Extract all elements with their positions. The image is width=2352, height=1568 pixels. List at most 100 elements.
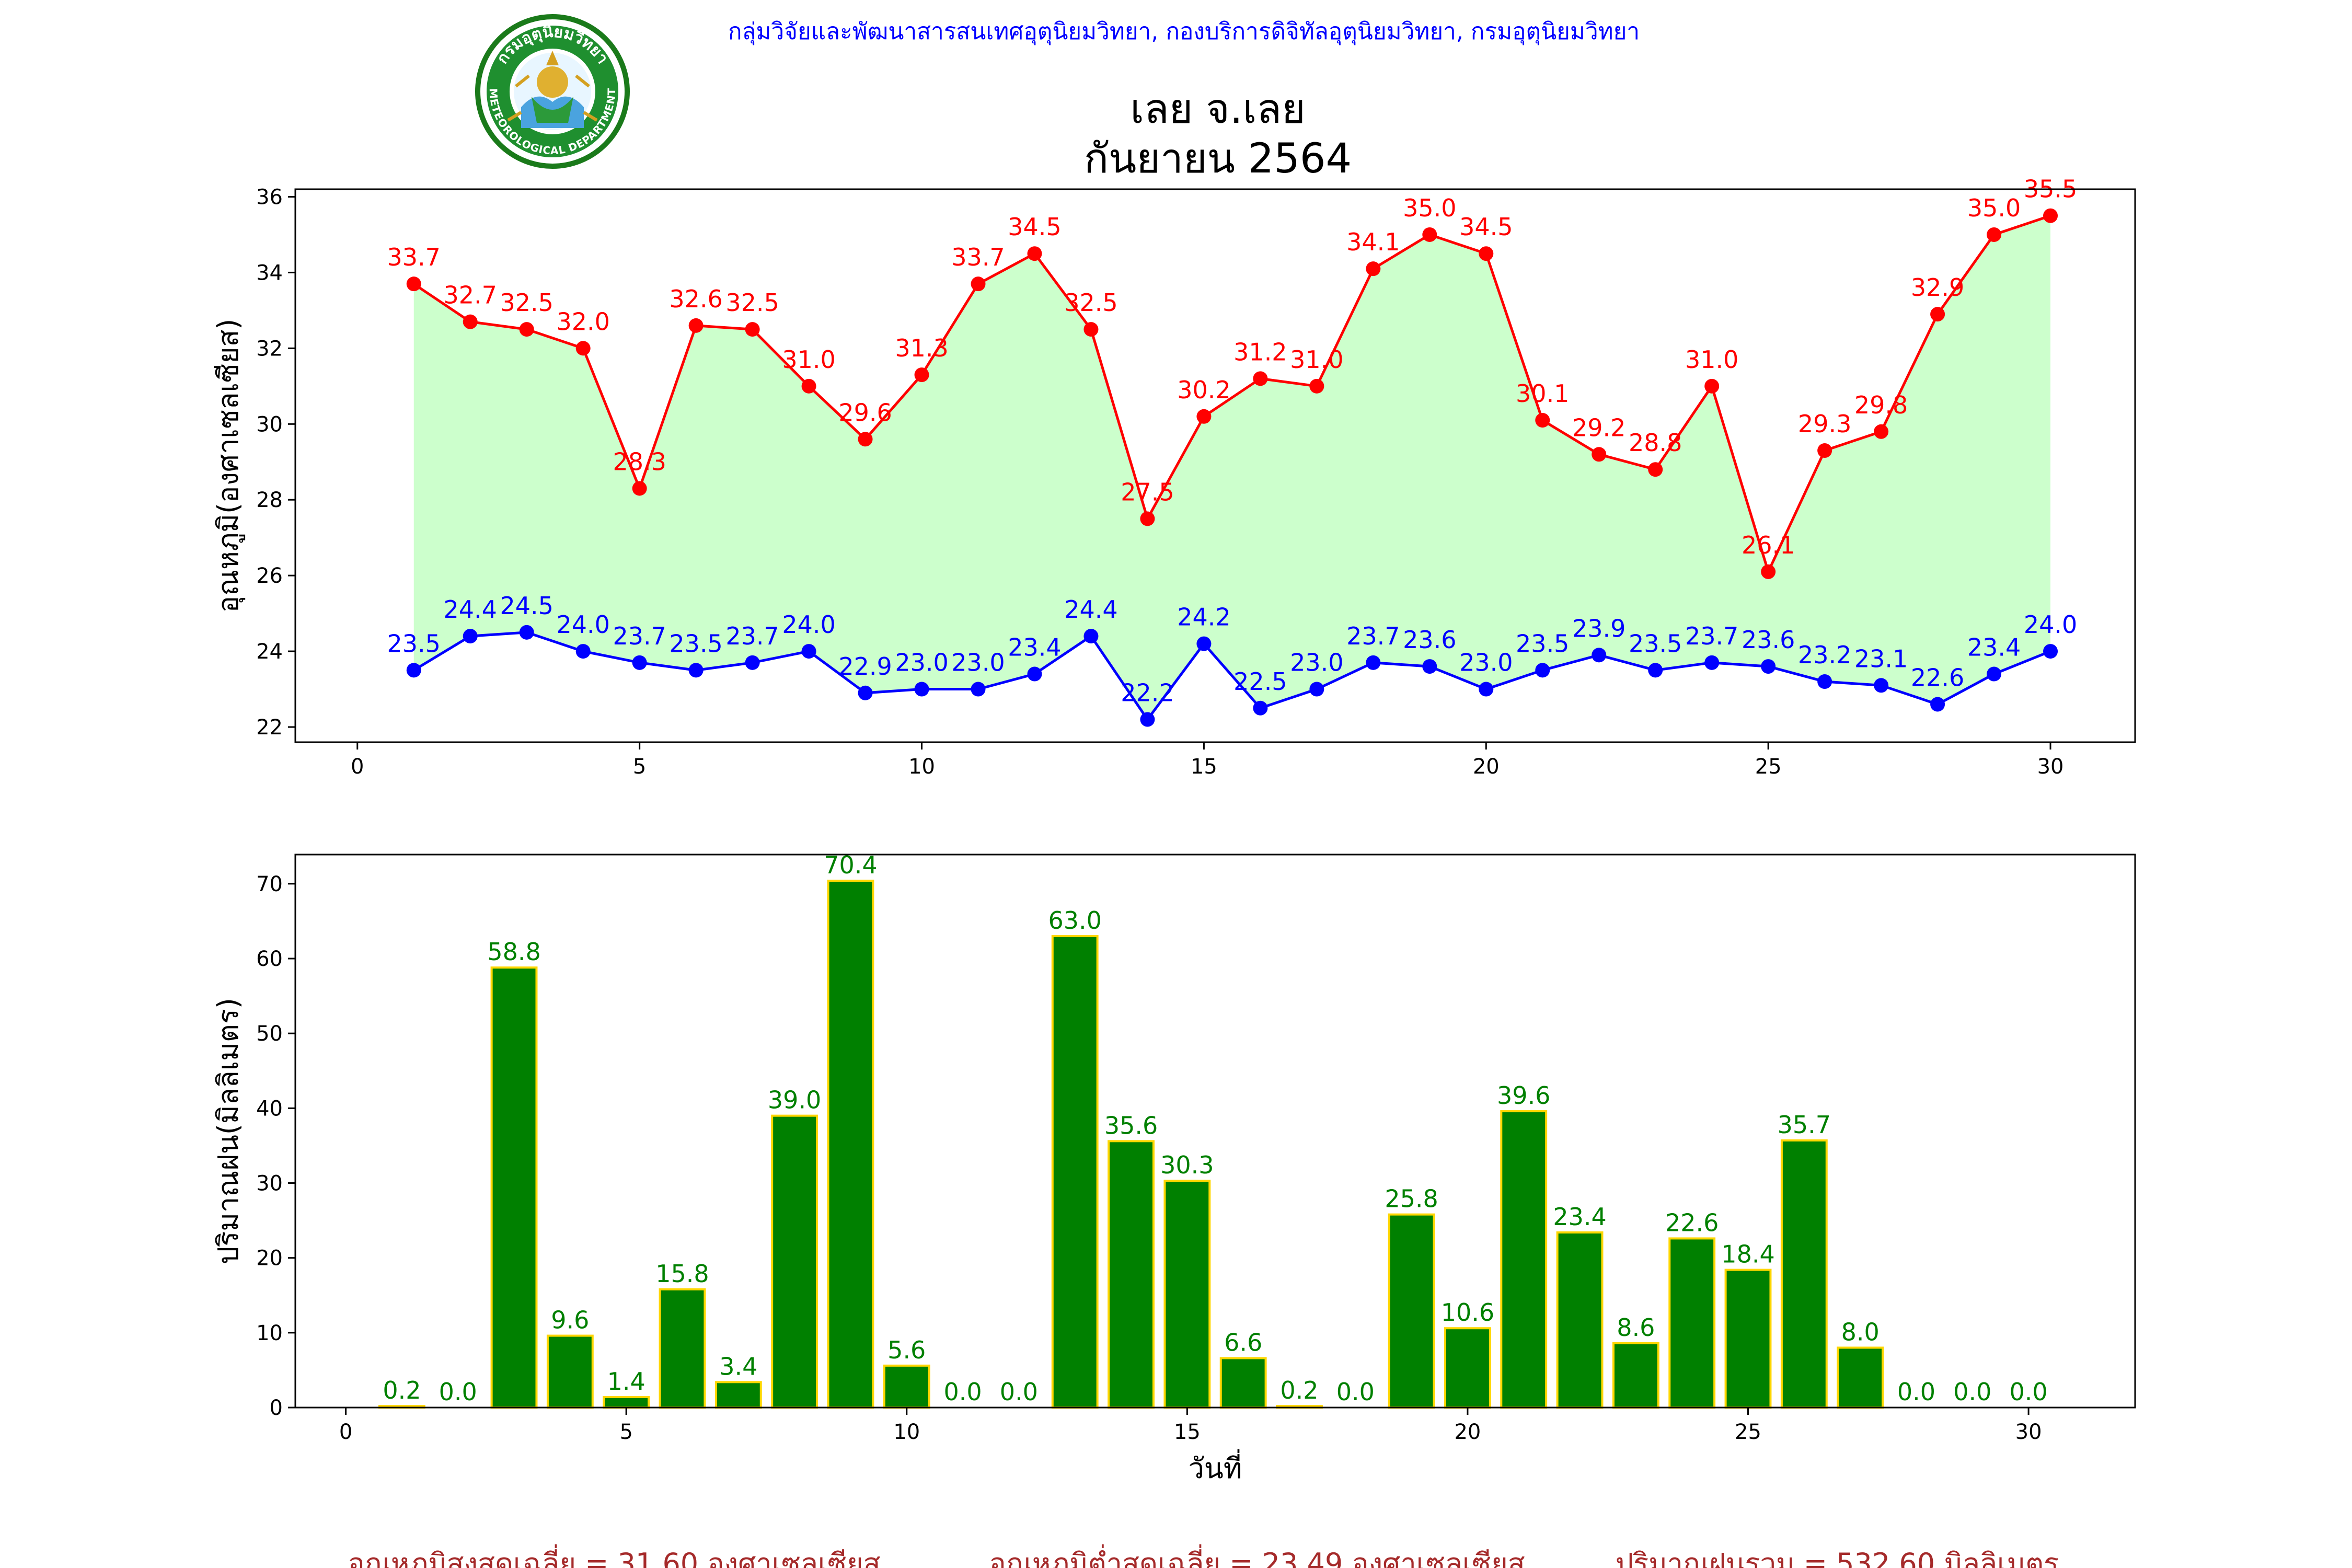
min-temp-point: [1309, 682, 1324, 697]
min-temp-label: 23.2: [1798, 641, 1851, 669]
rain-bar: [1163, 1180, 1211, 1409]
max-temp-point: [745, 322, 760, 337]
max-temp-label: 29.2: [1572, 413, 1625, 442]
min-temp-point: [1874, 678, 1889, 693]
temperature-plot: 33.732.7 32.532.028.332.6 32.531.029.631.3…: [212, 175, 2136, 779]
max-temp-label: 31.3: [895, 334, 948, 362]
min-temp-label: 23.0: [1459, 649, 1513, 677]
rain-bar: [827, 880, 874, 1409]
chart-title: เลย จ.เลย: [1130, 86, 1306, 133]
rainfall-bars: [378, 880, 1884, 1409]
x-tick-label: 15: [1191, 755, 1217, 779]
rain-value-label: 25.8: [1385, 1185, 1438, 1213]
temperature-y-axis-label: อุณหภูมิ(องศาเซลเซียส): [212, 319, 246, 613]
min-temp-point: [801, 644, 816, 659]
temperature-x-ticks: 0 5 10 15 20 25 30: [351, 742, 2063, 779]
min-temp-point: [1704, 655, 1720, 670]
max-temp-point: [1083, 322, 1099, 337]
max-temp-label: 28.3: [613, 447, 666, 476]
max-temp-point: [1196, 409, 1212, 424]
min-temp-label: 23.7: [1346, 622, 1400, 650]
min-temp-point: [1761, 659, 1776, 674]
y-tick-label: 34: [256, 261, 283, 285]
rain-value-label: 1.4: [607, 1367, 645, 1396]
max-temp-label: 26.1: [1742, 531, 1795, 559]
max-temp-label: 33.7: [387, 243, 441, 271]
temperature-y-ticks: 22 24 26 28 30 32 34 36: [256, 185, 295, 740]
max-temp-point: [1930, 307, 1945, 322]
min-temp-point: [2043, 644, 2058, 659]
min-temp-point: [688, 663, 704, 678]
min-temp-label: 23.7: [725, 622, 779, 650]
y-tick-label: 70: [256, 872, 283, 896]
rainfall-y-ticks: 0 10 20 30 40 50 60 70: [256, 872, 295, 1420]
max-temp-label: 35.0: [1967, 194, 2021, 222]
rain-value-label: 0.0: [2010, 1378, 2048, 1406]
y-tick-label: 36: [256, 185, 283, 209]
rain-value-label: 70.4: [824, 851, 877, 879]
max-temp-point: [1817, 443, 1832, 458]
max-temp-line: [413, 214, 2051, 575]
max-temp-point: [801, 378, 816, 394]
min-temp-label: 23.4: [1008, 633, 1061, 662]
rain-value-label: 23.4: [1553, 1203, 1606, 1231]
rain-value-label: 15.8: [655, 1260, 709, 1288]
y-tick-label: 0: [270, 1396, 283, 1420]
rain-value-label: 9.6: [551, 1306, 589, 1334]
y-tick-label: 28: [256, 488, 283, 512]
max-temp-point: [1422, 227, 1437, 242]
y-tick-label: 40: [256, 1097, 283, 1121]
min-temp-label: 23.7: [1685, 622, 1738, 650]
min-temp-label: 24.0: [2024, 610, 2077, 639]
rain-value-label: 0.2: [383, 1376, 421, 1404]
min-temp-label: 24.4: [444, 595, 497, 624]
rain-bar: [659, 1288, 706, 1409]
x-tick-label: 30: [2015, 1420, 2042, 1444]
rain-value-label: 0.0: [439, 1378, 477, 1406]
min-temp-point: [1535, 663, 1550, 678]
min-temp-label: 24.5: [500, 592, 553, 620]
max-temp-point: [575, 341, 591, 356]
max-temp-point: [1309, 378, 1324, 394]
rain-value-label: 18.4: [1721, 1240, 1774, 1269]
meteorological-department-logo: กรมอุตุนิยมวิทยา METEOROLOGICAL DEPARTME…: [475, 14, 630, 169]
min-temp-point: [1196, 636, 1212, 651]
rain-value-label: 0.0: [1897, 1378, 1935, 1406]
min-temp-point: [1479, 682, 1494, 697]
rain-bar: [1668, 1237, 1716, 1409]
max-temp-point: [1535, 413, 1550, 428]
rain-bar: [1444, 1327, 1491, 1409]
max-temp-point: [1704, 378, 1720, 394]
min-temp-point: [632, 655, 647, 670]
min-temp-label: 23.0: [895, 649, 948, 677]
min-temp-point: [858, 685, 873, 700]
rain-bar: [1556, 1231, 1604, 1409]
min-temp-point: [1253, 700, 1268, 716]
max-temp-label: 34.1: [1346, 228, 1400, 256]
rain-value-label: 39.0: [768, 1086, 821, 1114]
min-temp-point: [1592, 648, 1607, 663]
max-temp-label: 35.0: [1403, 194, 1456, 222]
chart-subtitle: กันยายน 2564: [1084, 135, 1352, 182]
min-temp-label: 22.5: [1233, 667, 1287, 696]
summary-max-average: อุณหภูมิสูงสุดเฉลี่ย = 31.60 องศาเซลเซีย…: [348, 1544, 880, 1568]
rain-value-label: 39.6: [1497, 1081, 1550, 1110]
min-temp-label: 23.6: [1403, 626, 1456, 654]
max-temp-label: 29.8: [1854, 391, 1908, 419]
max-temp-label: 32.5: [725, 289, 779, 317]
max-temp-point: [632, 481, 647, 496]
x-tick-label: 15: [1174, 1420, 1201, 1444]
min-temp-label: 22.6: [1911, 664, 1964, 692]
max-temp-label: 32.5: [500, 289, 553, 317]
rain-value-label: 8.0: [1841, 1318, 1880, 1346]
rain-bar: [1388, 1213, 1435, 1409]
rain-bar: [1612, 1342, 1659, 1409]
max-temp-label: 28.8: [1629, 429, 1682, 457]
x-tick-label: 25: [1735, 1420, 1761, 1444]
max-temp-label: 29.6: [838, 398, 892, 426]
max-temp-point: [914, 367, 929, 383]
min-temp-label: 23.0: [951, 649, 1005, 677]
max-temp-point: [688, 318, 704, 333]
max-temp-point: [1592, 447, 1607, 462]
